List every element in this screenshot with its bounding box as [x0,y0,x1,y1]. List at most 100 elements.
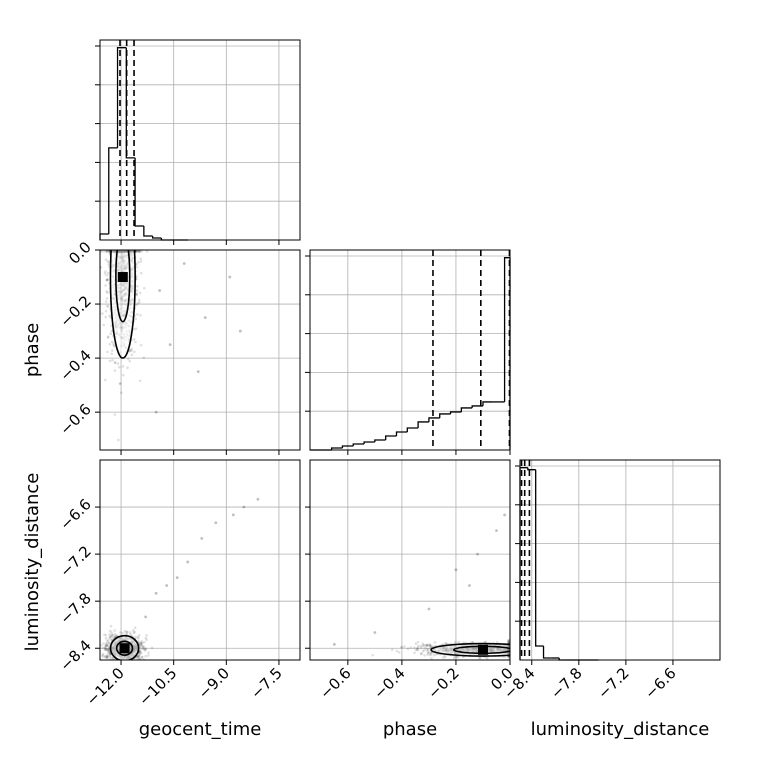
sample-point [105,639,109,643]
sample-point [140,250,143,253]
sample-point [416,640,420,644]
sample-point [413,651,416,655]
sample-point [429,653,433,656]
sample-point [106,647,110,651]
histogram-panel-geocent_time [95,39,301,245]
sample-point [134,340,137,344]
sample-point [122,373,125,377]
outlier-point [503,513,506,517]
y-tick-label-luminosity_distance: −6.6 [56,495,94,533]
sample-point [136,313,139,316]
sample-point [139,313,142,317]
sample-point [137,652,141,655]
sample-point [117,438,120,442]
sample-point [105,655,109,659]
sample-point [105,250,109,253]
x-axis-label-geocent-time: geocent_time [139,719,262,740]
tick-labels: −12.0 −10.5 −9.0 −7.5 −0.6 −0.4 −0.2 0.0 −8.4 −7.… [56,238,679,709]
chart-marks-layer: −12.0 −10.5 −9.0 −7.5 −0.6 −0.4 −0.2 0.0 −8.4 −7.… [56,39,721,709]
sample-point [105,643,109,647]
x-tick-label-geocent_time: −7.5 [247,664,285,702]
sample-point [485,657,489,660]
sample-point [132,631,136,634]
sample-point [454,640,457,644]
sample-point [105,250,109,253]
sample-point [137,655,140,658]
y-axis-label-phase: phase [22,323,43,377]
sample-point [428,643,431,646]
sample-point [138,250,141,253]
sample-point [114,634,118,638]
sample-point [420,646,423,650]
histogram-panel-luminosity_distance [515,459,721,665]
sample-point [426,651,430,655]
sample-point [147,651,150,655]
sample-point [104,258,108,261]
sample-point [107,250,111,253]
sample-point [135,293,139,297]
sample-point [104,646,107,649]
panel-frame [99,39,301,241]
sample-point [103,648,107,651]
sample-point [395,649,399,653]
sample-point [138,640,141,644]
outlier-point [373,631,377,634]
sample-point [104,642,108,646]
sample-point [104,284,107,287]
sample-point [121,365,125,368]
sample-point [105,278,109,281]
sample-point [145,638,148,642]
sample-point [496,640,499,644]
histogram-bin [352,443,365,446]
x-tick-label-geocent_time: −9.0 [195,664,233,702]
sample-point [129,348,132,352]
sample-point [144,636,148,640]
sample-point [142,286,146,290]
sample-point [108,250,111,253]
sample-point [137,250,140,253]
sample-point [443,655,447,659]
sample-point [106,260,110,263]
sample-point [432,644,435,648]
sample-point [426,644,429,648]
scatter-points [100,250,242,442]
sample-point [138,657,141,660]
outlier-point [165,584,169,587]
sample-point [104,300,108,303]
sample-point [134,327,138,330]
sample-point [111,358,114,362]
sample-point [455,656,459,659]
x-tick-label-luminosity_distance: −6.6 [641,664,679,702]
sample-point [136,284,139,288]
sample-point [140,640,144,643]
sample-point [101,655,104,658]
sample-point [415,647,419,651]
sample-point [113,369,117,372]
sample-point [130,347,133,351]
sample-point [101,653,104,657]
sample-point [138,657,142,660]
panel-frame [99,249,301,451]
sample-point [470,640,474,644]
outlier-point [476,552,479,556]
sample-point [107,649,110,653]
sample-point [106,655,109,659]
panel-frame [99,459,301,661]
sample-point [147,654,150,657]
sample-point [129,632,132,636]
sample-point [109,653,112,657]
sample-point [109,624,113,628]
outlier-point [203,316,207,319]
sample-point [100,250,103,253]
sample-point [119,631,122,634]
histogram-bin [374,439,386,442]
sample-point [131,629,135,632]
sample-point [452,656,456,660]
sample-point [105,656,109,659]
sample-point [113,361,117,364]
sample-point [137,634,141,637]
sample-point [106,644,110,648]
sample-point [128,631,132,634]
histogram-bin [363,441,375,444]
